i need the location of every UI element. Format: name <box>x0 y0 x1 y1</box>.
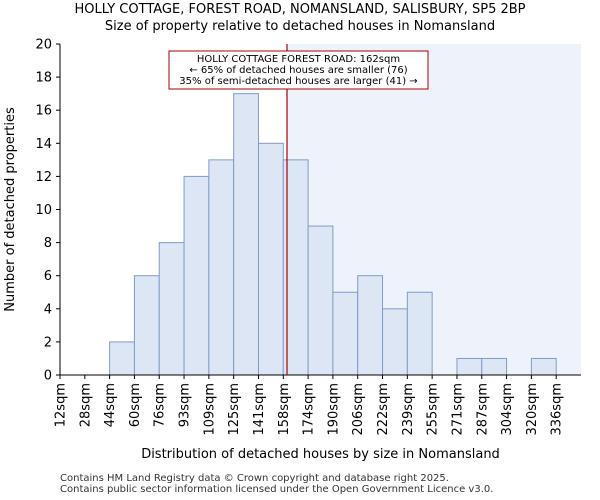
y-tick-label-8: 8 <box>44 236 52 251</box>
licence-note: Contains public sector information licen… <box>60 484 494 495</box>
bar-287sqm <box>481 357 508 376</box>
x-tick-label-255sqm: 255sqm <box>426 383 441 436</box>
bar-174sqm <box>307 225 334 376</box>
x-tick-label-174sqm: 174sqm <box>302 383 317 436</box>
annotation-line-2: ← 65% of detached houses are smaller (76… <box>189 65 407 76</box>
y-tick-label-10: 10 <box>35 203 52 218</box>
y-tick-label-20: 20 <box>35 38 52 53</box>
y-tick-label-18: 18 <box>35 71 52 86</box>
bar-206sqm <box>357 275 384 376</box>
bar-60sqm <box>133 275 160 376</box>
y-tick-label-14: 14 <box>35 137 52 152</box>
x-tick-label-109sqm: 109sqm <box>202 383 217 436</box>
chart-subtitle: Size of property relative to detached ho… <box>104 19 496 34</box>
bar-239sqm <box>406 291 433 376</box>
x-tick-label-76sqm: 76sqm <box>153 383 168 427</box>
x-tick-label-125sqm: 125sqm <box>227 383 242 436</box>
annotation-line-1: HOLLY COTTAGE FOREST ROAD: 162sqm <box>197 54 400 65</box>
x-tick-label-158sqm: 158sqm <box>277 383 292 436</box>
x-tick-label-12sqm: 12sqm <box>54 383 69 427</box>
bar-271sqm <box>456 357 483 376</box>
y-tick-label-2: 2 <box>44 335 52 350</box>
annotation-line-3: 35% of semi-detached houses are larger (… <box>179 76 417 87</box>
bar-320sqm <box>530 357 557 376</box>
y-tick-label-4: 4 <box>44 302 52 317</box>
x-tick-label-271sqm: 271sqm <box>450 383 465 436</box>
x-tick-label-239sqm: 239sqm <box>401 383 416 436</box>
bar-190sqm <box>332 291 359 376</box>
x-tick-label-190sqm: 190sqm <box>326 383 341 436</box>
bar-93sqm <box>183 175 210 376</box>
y-axis-title: Number of detached properties <box>3 107 18 312</box>
x-tick-label-222sqm: 222sqm <box>376 383 391 436</box>
x-tick-label-60sqm: 60sqm <box>128 383 143 427</box>
bar-44sqm <box>109 341 135 376</box>
x-tick-label-287sqm: 287sqm <box>475 383 490 436</box>
y-tick-label-6: 6 <box>44 269 52 284</box>
x-tick-label-93sqm: 93sqm <box>178 383 193 427</box>
x-tick-label-320sqm: 320sqm <box>525 383 540 436</box>
bar-222sqm <box>382 308 408 376</box>
x-tick-label-304sqm: 304sqm <box>500 383 515 436</box>
x-tick-label-44sqm: 44sqm <box>103 383 118 427</box>
annotation-box <box>168 50 429 90</box>
x-tick-label-28sqm: 28sqm <box>78 383 93 427</box>
y-tick-label-0: 0 <box>44 369 52 384</box>
bar-109sqm <box>208 159 235 376</box>
bar-125sqm <box>233 93 259 376</box>
bar-141sqm <box>257 142 284 376</box>
x-tick-label-141sqm: 141sqm <box>252 383 267 436</box>
y-tick-label-12: 12 <box>35 170 52 185</box>
bar-76sqm <box>158 242 185 376</box>
x-tick-label-336sqm: 336sqm <box>550 383 565 436</box>
x-axis-title: Distribution of detached houses by size … <box>141 447 500 462</box>
copyright-note: Contains HM Land Registry data © Crown c… <box>60 473 449 484</box>
x-tick-label-206sqm: 206sqm <box>351 383 366 436</box>
y-tick-label-16: 16 <box>35 104 52 119</box>
chart-title: HOLLY COTTAGE, FOREST ROAD, NOMANSLAND, … <box>74 2 526 17</box>
